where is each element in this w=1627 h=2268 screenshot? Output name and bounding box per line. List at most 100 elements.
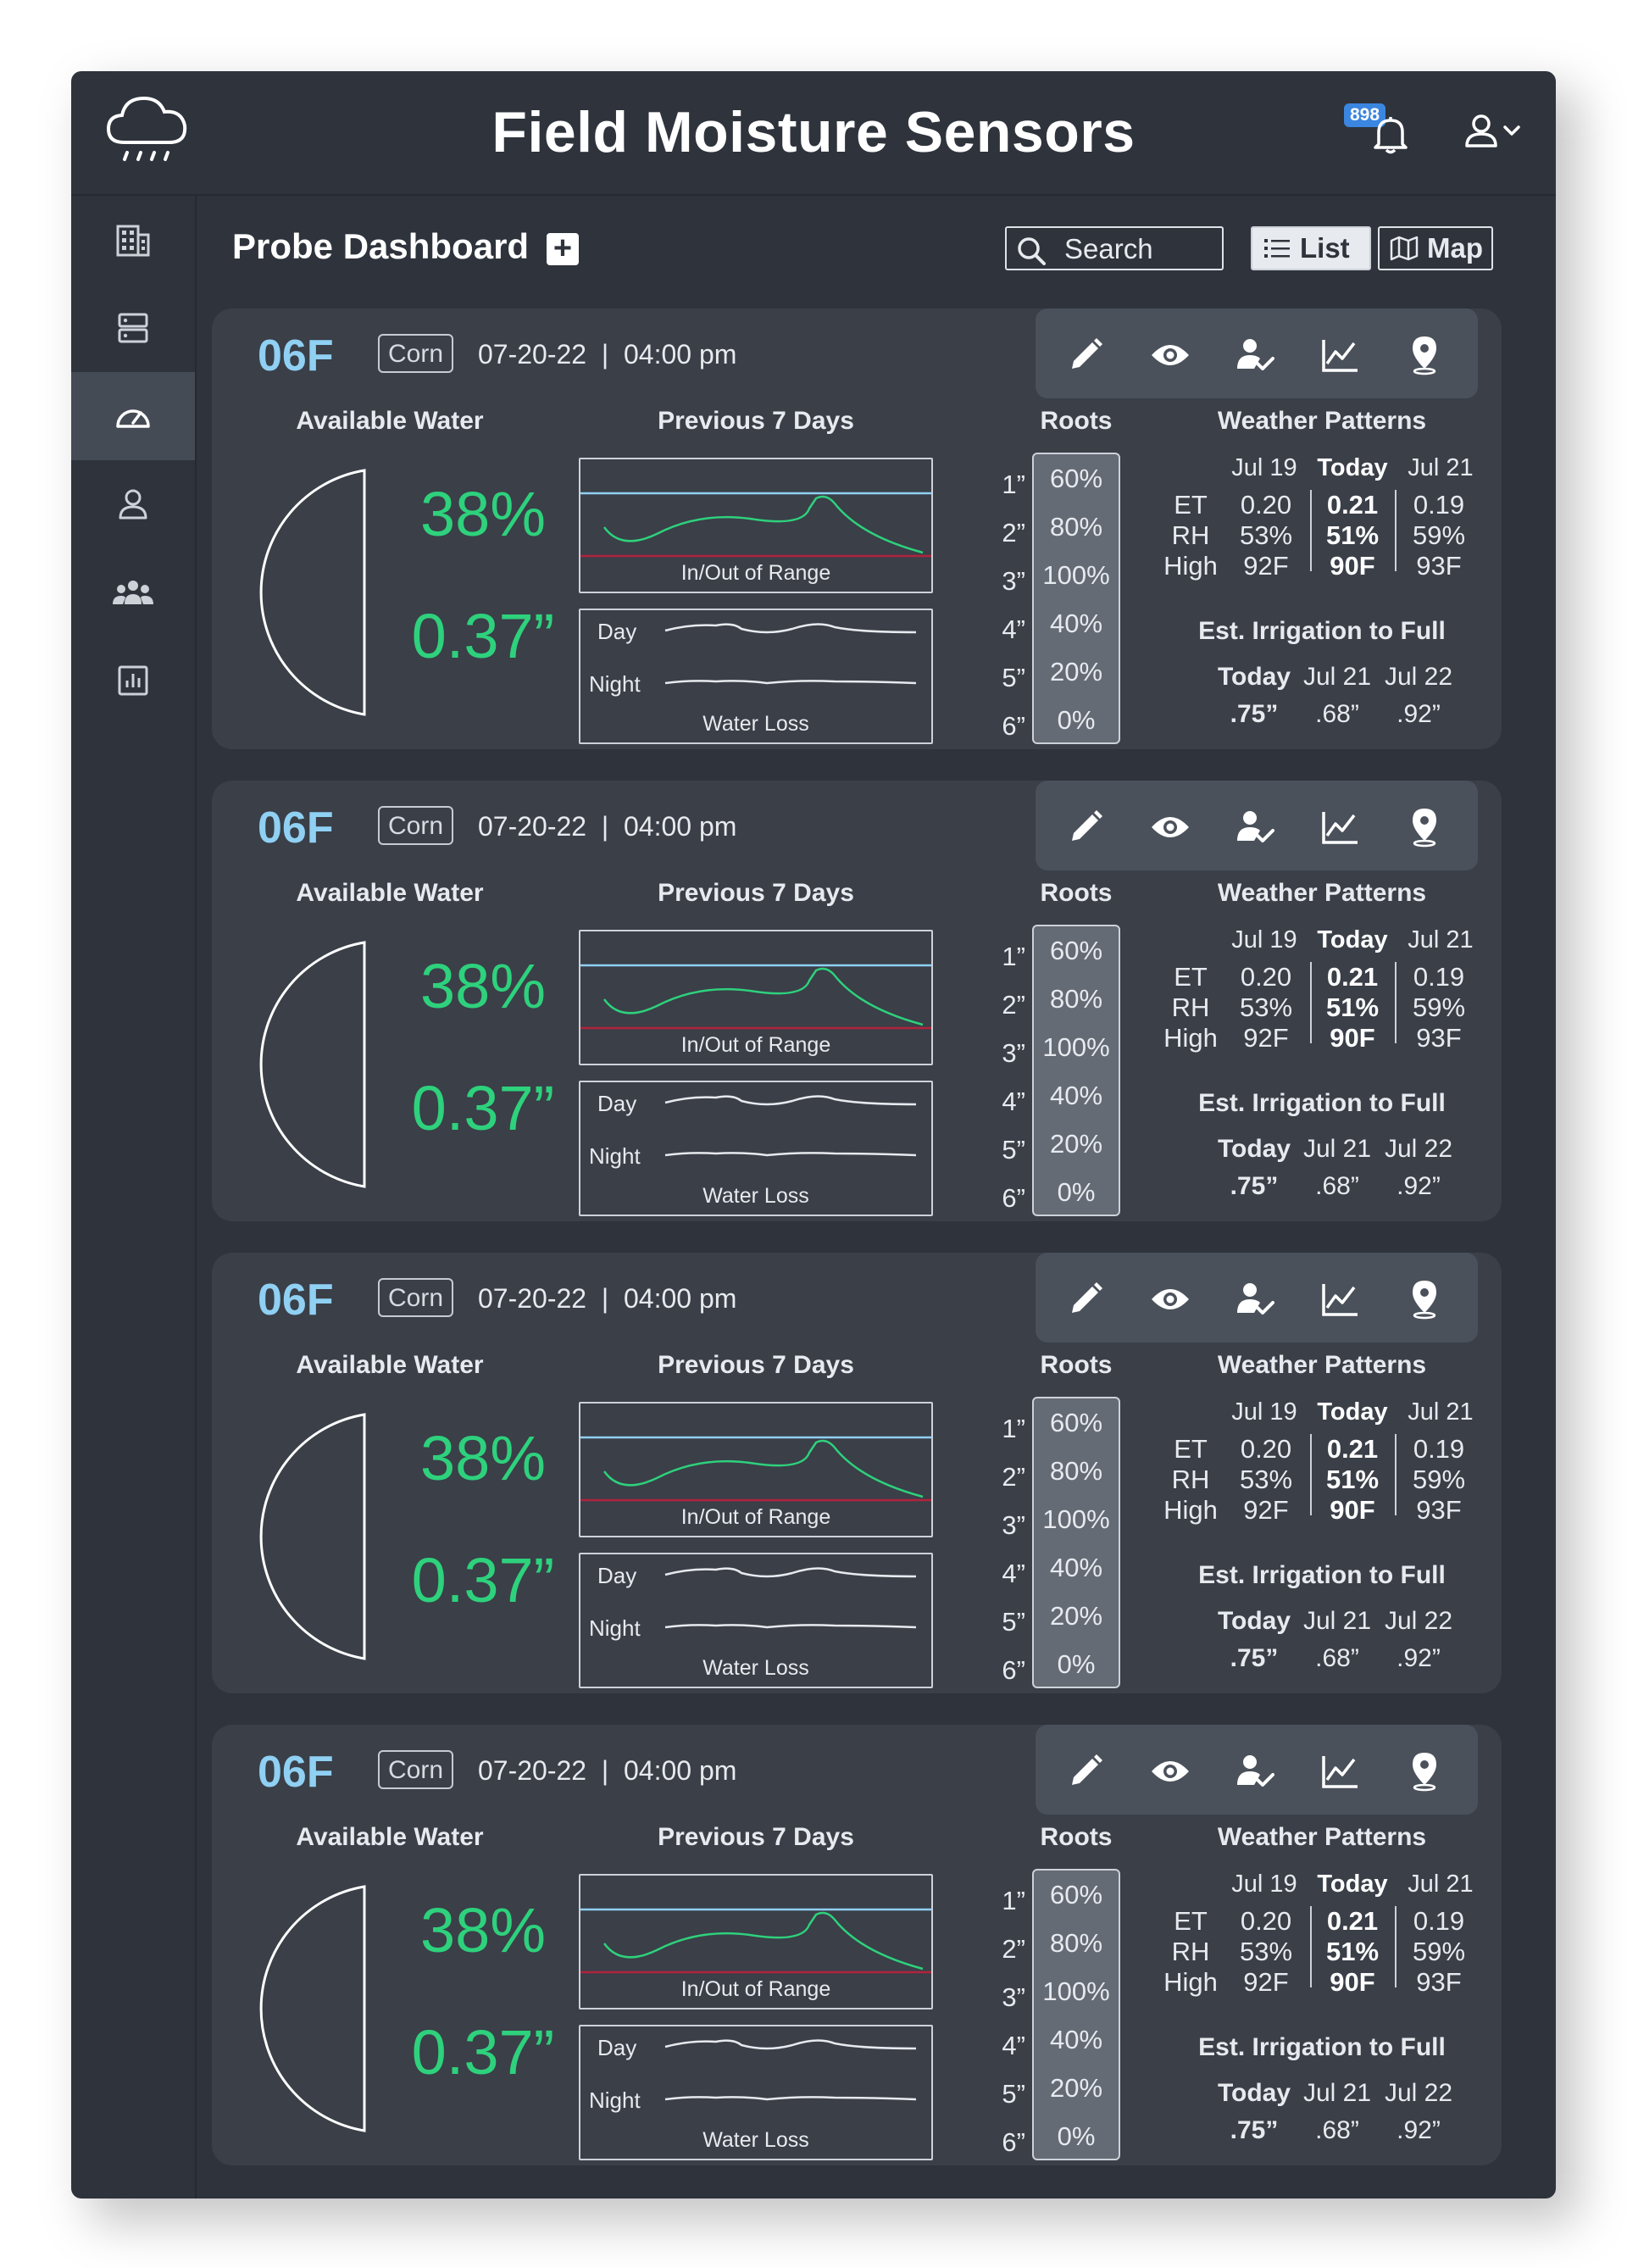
available-water-gauge: [259, 1413, 366, 1660]
available-water-label: Available Water: [296, 407, 484, 435]
root-depth: 6”: [1002, 1183, 1025, 1213]
probe-actions: [1036, 309, 1478, 398]
view-button[interactable]: [1149, 1750, 1191, 1793]
edit-button[interactable]: [1064, 334, 1107, 376]
notification-badge: 898: [1344, 103, 1386, 127]
trends-button[interactable]: [1319, 1278, 1361, 1320]
assign-user-button[interactable]: [1234, 334, 1276, 376]
trends-button[interactable]: [1319, 1750, 1361, 1793]
view-button[interactable]: [1149, 806, 1191, 848]
root-depth: 2”: [1002, 1462, 1025, 1492]
edit-button[interactable]: [1064, 1278, 1107, 1320]
view-button[interactable]: [1149, 1278, 1191, 1320]
water-loss-chart: Day Night Water Loss: [579, 609, 933, 744]
add-probe-button[interactable]: +: [547, 232, 579, 265]
root-depth: 4”: [1002, 1559, 1025, 1588]
root-value: 0%: [1057, 2121, 1096, 2151]
probe-time: 04:00 pm: [623, 1755, 737, 1786]
user-check-icon: [1237, 811, 1274, 842]
assign-user-button[interactable]: [1234, 1750, 1276, 1793]
roots-label: Roots: [1040, 1351, 1113, 1379]
day-label: Day: [597, 2035, 637, 2060]
range-chart-caption: In/Out of Range: [680, 1977, 831, 2001]
root-value: 100%: [1042, 1504, 1110, 1534]
irrigation-day: Today: [1217, 663, 1291, 691]
available-water-inches: 0.37”: [411, 1073, 555, 1143]
root-depth: 3”: [1002, 1510, 1025, 1540]
root-depth: 1”: [1002, 470, 1025, 499]
assign-user-button[interactable]: [1234, 1278, 1276, 1320]
trends-button[interactable]: [1319, 334, 1361, 376]
sidebar-item-dashboard[interactable]: [71, 372, 195, 460]
sidebar-item-reports[interactable]: [71, 636, 195, 725]
weather-row-label: ET: [1174, 1434, 1208, 1464]
range-chart-plot: [580, 1436, 931, 1502]
root-depth: 1”: [1002, 942, 1025, 971]
range-chart: In/Out of Range: [579, 458, 933, 593]
location-button[interactable]: [1403, 1750, 1446, 1793]
root-value: 80%: [1049, 512, 1103, 542]
range-chart: In/Out of Range: [579, 930, 933, 1065]
main-content: Probe Dashboard + Search List: [197, 196, 1556, 2199]
range-chart-plot: [580, 492, 931, 558]
map-label: Map: [1427, 232, 1483, 264]
location-button[interactable]: [1403, 334, 1446, 376]
pencil-icon: [1072, 338, 1102, 369]
user-check-icon: [1237, 339, 1274, 370]
weather-day-header: Jul 21: [1408, 454, 1474, 481]
app-window: Field Moisture Sensors 898: [71, 71, 1556, 2199]
location-button[interactable]: [1403, 806, 1446, 848]
map-view-button[interactable]: Map: [1378, 226, 1493, 270]
roots-label: Roots: [1040, 407, 1113, 435]
probe-id[interactable]: 06F: [258, 331, 334, 381]
water-loss-caption: Water Loss: [702, 1656, 809, 1680]
root-depth: 4”: [1002, 2031, 1025, 2060]
user-check-icon: [1237, 1755, 1274, 1787]
weather-value: 93F: [1416, 1023, 1462, 1053]
root-value: 0%: [1057, 1649, 1096, 1679]
root-depth: 2”: [1002, 990, 1025, 1020]
edit-button[interactable]: [1064, 1750, 1107, 1793]
water-loss-chart: Day Night Water Loss: [579, 1553, 933, 1688]
group-icon: [113, 581, 153, 604]
sidebar-item-team[interactable]: [71, 548, 195, 636]
probe-time: 04:00 pm: [623, 811, 737, 842]
probe-id[interactable]: 06F: [258, 803, 334, 853]
notifications-button[interactable]: 898: [1344, 103, 1412, 163]
weather-day-header: Jul 19: [1231, 1398, 1297, 1426]
weather-day-header: Today: [1317, 454, 1388, 481]
crop-tag: Corn: [378, 334, 454, 373]
root-value: 40%: [1049, 1553, 1103, 1582]
probe-id[interactable]: 06F: [258, 1748, 334, 1797]
location-button[interactable]: [1403, 1278, 1446, 1320]
list-view-button[interactable]: List: [1251, 226, 1371, 270]
user-menu-button[interactable]: [1464, 114, 1524, 155]
probe-date: 07-20-22: [478, 1755, 587, 1786]
weather-day-header: Jul 21: [1408, 1871, 1474, 1898]
weather-value: 0.21: [1326, 490, 1379, 520]
irrigation-day: Jul 22: [1384, 663, 1453, 691]
irrigation-day: Today: [1217, 2079, 1291, 2107]
trends-button[interactable]: [1319, 806, 1361, 848]
roots-label: Roots: [1040, 1823, 1113, 1851]
probe-id[interactable]: 06F: [258, 1276, 334, 1325]
sidebar-item-user[interactable]: [71, 460, 195, 548]
probe-date: 07-20-22: [478, 339, 587, 370]
edit-button[interactable]: [1064, 806, 1107, 848]
assign-user-button[interactable]: [1234, 806, 1276, 848]
irrigation-value: .75”: [1230, 1644, 1279, 1672]
search-input[interactable]: Search: [1005, 226, 1224, 270]
irrigation-value: .68”: [1315, 1644, 1359, 1672]
sidebar-item-servers[interactable]: [71, 284, 195, 372]
irrigation-day: Today: [1217, 1135, 1291, 1163]
sidebar-item-buildings[interactable]: [71, 196, 195, 284]
range-chart: In/Out of Range: [579, 1874, 933, 2010]
available-water-gauge: [259, 469, 366, 716]
pencil-icon: [1072, 810, 1102, 841]
line-chart-icon: [1322, 1284, 1358, 1316]
root-value: 20%: [1049, 1601, 1103, 1631]
root-value: 80%: [1049, 984, 1103, 1014]
weather-value: 93F: [1416, 1495, 1462, 1525]
root-value: 60%: [1049, 1880, 1103, 1909]
view-button[interactable]: [1149, 334, 1191, 376]
